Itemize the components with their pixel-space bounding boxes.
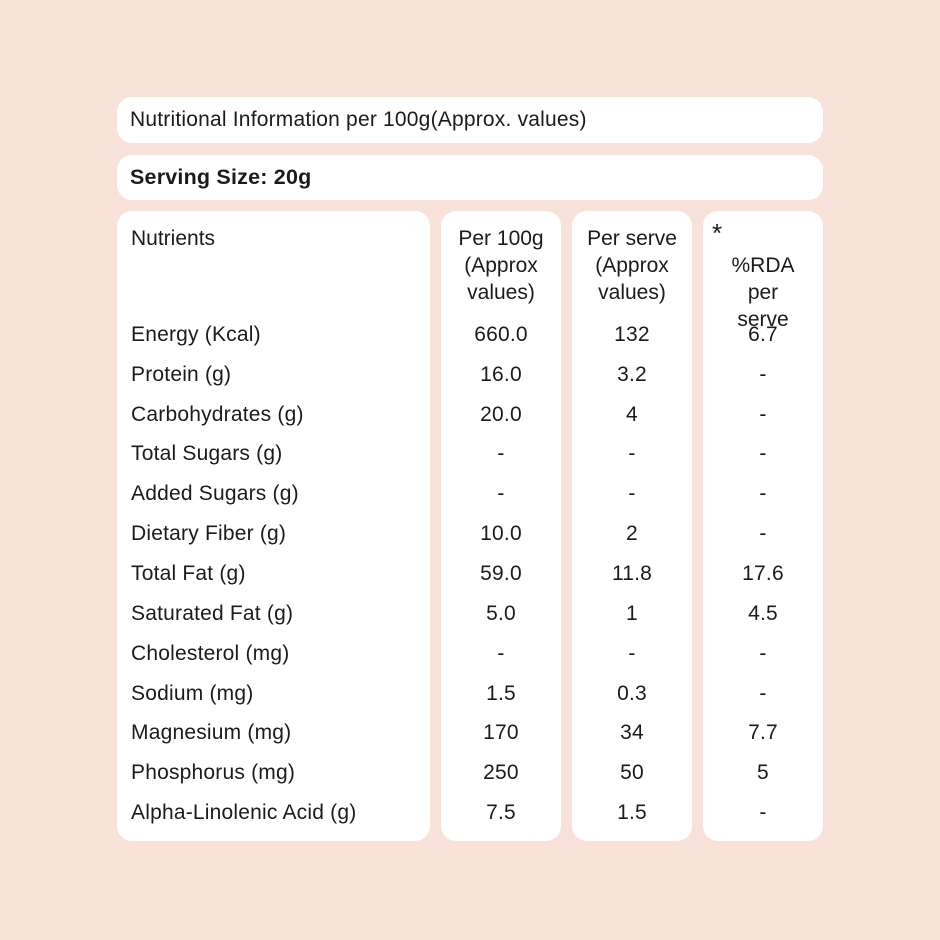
rda-value: - (759, 482, 767, 506)
asterisk-icon: * (712, 218, 723, 248)
nutrient-label: Cholesterol (mg) (131, 641, 290, 665)
nutrient-label: Energy (Kcal) (131, 322, 261, 346)
rda-value: - (759, 641, 767, 665)
nutrient-label: Protein (g) (131, 362, 232, 386)
per-serve-value: 50 (620, 761, 644, 785)
nutrient-label: Total Fat (g) (131, 561, 246, 585)
per-100g-value: 170 (483, 721, 519, 745)
per-100g-value: 7.5 (486, 801, 516, 825)
rda-per-serve-column-header: * %RDA per serve (703, 220, 823, 332)
nutrients-column-rows: Energy (Kcal) Protein (g) Carbohydrates (g… (117, 315, 430, 833)
rda-value: 5 (757, 761, 769, 785)
rda-column-rows: 6.7 - - - - - 17.6 4.5 - - 7.7 5 - (703, 315, 823, 833)
nutrient-label: Phosphorus (mg) (131, 761, 296, 785)
rda-value: - (759, 362, 767, 386)
per-100g-value: 16.0 (480, 362, 522, 386)
per-serve-value: - (628, 641, 636, 665)
per-serve-value: 34 (620, 721, 644, 745)
per-serve-value: - (628, 442, 636, 466)
rda-value: 4.5 (748, 601, 778, 625)
per-100g-value: - (497, 641, 505, 665)
per-serve-column: Per serve (Approx values) 132 3.2 4 - - 2 11.8… (572, 211, 692, 841)
per-serve-value: 1.5 (617, 801, 647, 825)
rda-header-text: %RDA per serve (731, 254, 795, 331)
per-serve-value: 132 (614, 322, 650, 346)
label-container: Nutritional Information per 100g(Approx.… (117, 97, 823, 841)
nutrition-table: Nutrients Energy (Kcal) Protein (g) Carboh… (117, 211, 823, 841)
nutrient-label: Carbohydrates (g) (131, 402, 304, 426)
rda-value: 7.7 (748, 721, 778, 745)
per-100g-value: 250 (483, 761, 519, 785)
per-serve-value: 1 (626, 601, 638, 625)
nutrient-label: Sodium (mg) (131, 681, 254, 705)
per-100g-value: 59.0 (480, 561, 522, 585)
rda-value: - (759, 402, 767, 426)
per-100g-value: 660.0 (474, 322, 528, 346)
per-100g-value: 5.0 (486, 601, 516, 625)
per-serve-value: 3.2 (617, 362, 647, 386)
per-100g-value: - (497, 482, 505, 506)
per-100g-value: 1.5 (486, 681, 516, 705)
rda-value: 6.7 (748, 322, 778, 346)
per-100g-value: 10.0 (480, 522, 522, 546)
per-serve-value: 4 (626, 402, 638, 426)
per-100g-value: - (497, 442, 505, 466)
per-serve-column-header: Per serve (Approx values) (587, 227, 677, 304)
rda-value: 17.6 (742, 561, 784, 585)
per-100g-value: 20.0 (480, 402, 522, 426)
nutrient-label: Magnesium (mg) (131, 721, 292, 745)
per-serve-value: 2 (626, 522, 638, 546)
serving-size-card: Serving Size: 20g (117, 155, 823, 200)
nutrient-label: Dietary Fiber (g) (131, 522, 287, 546)
nutrients-column-header: Nutrients (131, 227, 216, 250)
per-serve-value: 0.3 (617, 681, 647, 705)
nutrition-info-title-card: Nutritional Information per 100g(Approx.… (117, 97, 823, 143)
per-100g-column-rows: 660.0 16.0 20.0 - - 10.0 59.0 5.0 - 1.5 170 250 7.5 (441, 315, 561, 833)
nutrient-label: Saturated Fat (g) (131, 601, 294, 625)
nutrient-label: Added Sugars (g) (131, 482, 299, 506)
rda-value: - (759, 442, 767, 466)
rda-per-serve-column: * %RDA per serve 6.7 - - - - - 17.6 4.5 - - 7.7 5 - (703, 211, 823, 841)
per-serve-column-rows: 132 3.2 4 - - 2 11.8 1 - 0.3 34 50 1.5 (572, 315, 692, 833)
rda-value: - (759, 681, 767, 705)
nutrition-info-title: Nutritional Information per 100g(Approx.… (130, 108, 587, 131)
rda-value: - (759, 801, 767, 825)
serving-size-text: Serving Size: 20g (130, 165, 312, 189)
per-100g-column: Per 100g (Approx values) 660.0 16.0 20.0 - -… (441, 211, 561, 841)
nutrients-column: Nutrients Energy (Kcal) Protein (g) Carboh… (117, 211, 430, 841)
per-serve-value: - (628, 482, 636, 506)
per-100g-column-header: Per 100g (Approx values) (458, 227, 544, 304)
rda-value: - (759, 522, 767, 546)
per-serve-value: 11.8 (611, 561, 653, 585)
nutrient-label: Total Sugars (g) (131, 442, 283, 466)
nutrient-label: Alpha-Linolenic Acid (g) (131, 801, 357, 825)
